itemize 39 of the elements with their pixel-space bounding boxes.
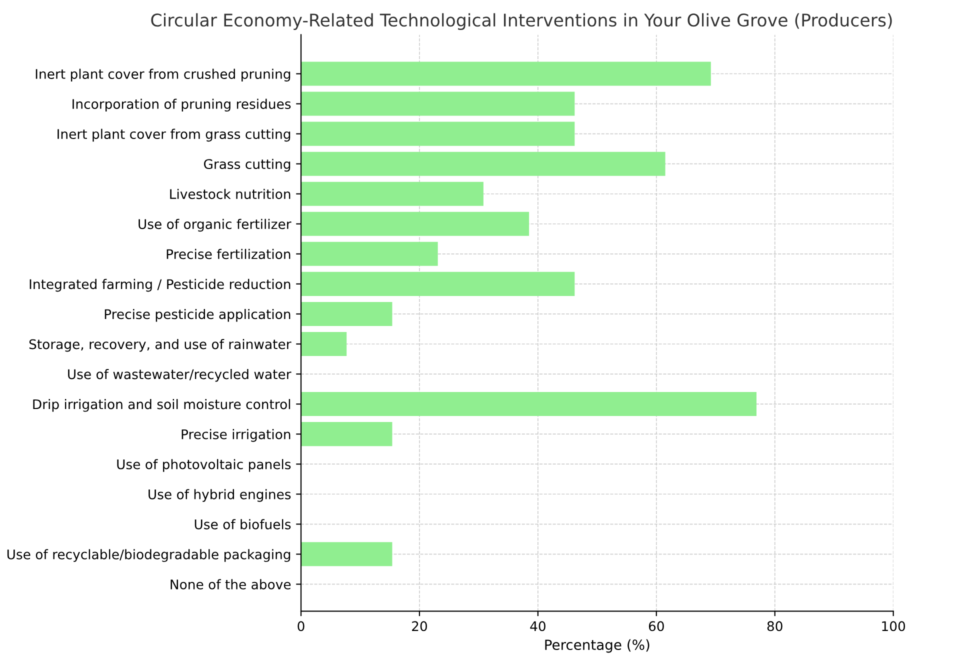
bar (301, 272, 575, 296)
bar (301, 422, 392, 446)
x-tick-label: 80 (767, 621, 782, 632)
bar (301, 122, 575, 146)
bar (301, 392, 756, 416)
x-tick-label: 20 (412, 621, 427, 632)
x-tick-label: 0 (298, 621, 304, 632)
y-tick-label: Inert plant cover from grass cutting (58, 128, 290, 142)
x-tick-label: 100 (882, 621, 906, 632)
bar (301, 332, 347, 356)
y-tick-label: Storage, recovery, and use of rainwater (29, 338, 292, 352)
x-tick-label: 60 (648, 621, 664, 632)
chart-title: Circular Economy-Related Technological Interventions in Your Olive Grove (Producers) (151, 13, 892, 30)
y-tick-label: Use of hybrid engines (148, 489, 291, 502)
y-tick-label: Grass cutting (204, 158, 290, 172)
y-tick-label: Use of organic fertilizer (138, 218, 292, 232)
bar (301, 542, 392, 566)
y-tick-label: Precise fertilization (166, 248, 290, 260)
y-tick-label: Use of biofuels (194, 519, 291, 530)
bar (301, 242, 438, 266)
bar (301, 62, 711, 86)
y-tick-label: Incorporation of pruning residues (72, 98, 291, 112)
y-tick-label: Drip irrigation and soil moisture control (33, 399, 290, 412)
y-tick-label: Precise irrigation (182, 429, 290, 442)
y-tick-label: Use of recyclable/biodegradable packaging (7, 549, 290, 562)
y-tick-label: Integrated farming / Pesticide reduction (30, 278, 290, 292)
x-tick-label: 40 (530, 621, 546, 632)
y-tick-label: None of the above (170, 579, 291, 590)
y-tick-label: Use of photovoltaic panels (117, 459, 291, 472)
bar (301, 152, 666, 176)
y-tick-label: Inert plant cover from crushed pruning (36, 68, 290, 82)
y-tick-label: Use of wastewater/recycled water (68, 369, 292, 382)
y-tick-label: Precise pesticide application (104, 308, 290, 322)
y-tick-label: Livestock nutrition (170, 188, 290, 200)
x-axis-title: Percentage (%) (545, 639, 650, 653)
bar (301, 302, 392, 326)
bar (301, 212, 530, 236)
bar (301, 182, 484, 206)
bar (301, 92, 575, 116)
